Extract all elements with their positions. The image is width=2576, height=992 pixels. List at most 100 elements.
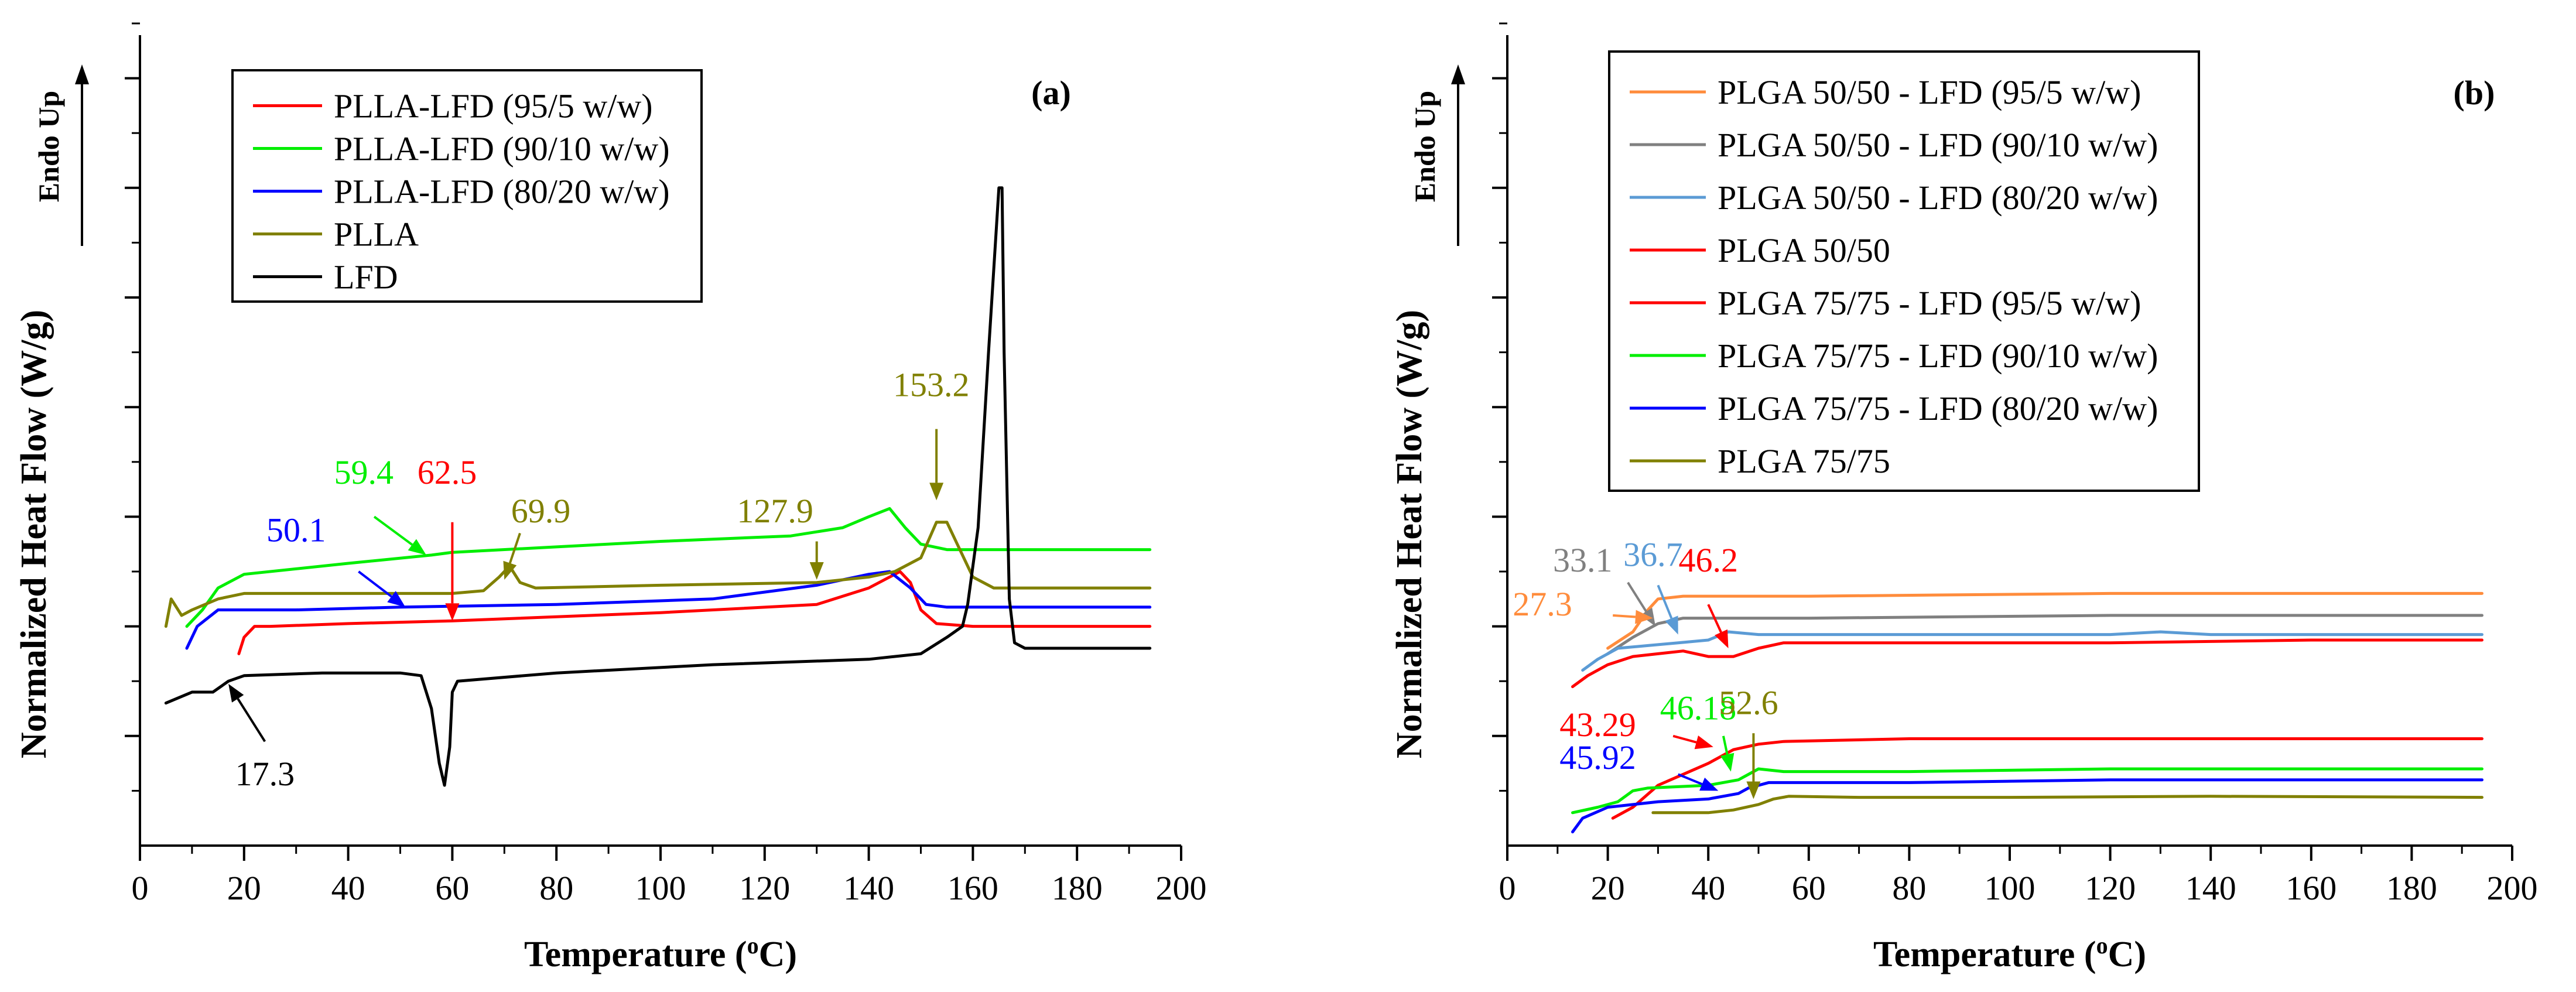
annotation-arrow [1672, 734, 1697, 744]
legend-box [1608, 50, 2200, 492]
x-tick-label: 120 [2085, 869, 2136, 907]
x-tick-label: 80 [1892, 869, 1926, 907]
x-axis-label-unit: C) [2108, 935, 2146, 974]
degree-symbol: o [2096, 932, 2108, 959]
legend-item: PLGA 50/50 [1718, 231, 1890, 269]
x-tick-label: 160 [2286, 869, 2336, 907]
endo-up-label: Endo Up [32, 91, 65, 202]
x-axis-label-text: Temperature ( [1873, 935, 2096, 974]
annotation-arrow [358, 570, 392, 598]
annotation-arrow-head [929, 483, 944, 501]
endo-up-label: Endo Up [1408, 91, 1441, 202]
series-line-4 [164, 521, 1152, 628]
series-line-4 [1571, 638, 2483, 689]
annotation-arrow-head [1694, 736, 1713, 750]
annotation-arrow [1657, 584, 1673, 619]
legend-item: PLGA 50/50 - LFD (80/20 w/w) [1718, 179, 2158, 217]
annotation-label: 46.2 [1678, 541, 1738, 579]
annotation-arrow-head [1699, 777, 1719, 791]
annotation-label: 59.4 [334, 453, 394, 491]
y-axis-label: Normalized Heat Flow (W/g) [1390, 310, 1429, 758]
y-axis-label: Normalized Heat Flow (W/g) [14, 310, 54, 758]
x-tick-label: 160 [947, 869, 998, 907]
annotation-label: 33.1 [1553, 541, 1613, 579]
annotation-label: 153.2 [893, 365, 970, 403]
x-tick-label: 140 [843, 869, 894, 907]
legend-item: PLGA 75/75 [1718, 442, 1890, 480]
series-line-5 [1611, 737, 2483, 820]
annotation-label: 36.7 [1623, 536, 1683, 574]
x-tick-label: 100 [635, 869, 686, 907]
annotation-arrow-head [1746, 781, 1761, 799]
series-line-8 [1651, 795, 2483, 815]
legend-item: PLLA [334, 215, 419, 254]
annotation-arrow-head [408, 539, 426, 555]
x-tick-label: 180 [2386, 869, 2437, 907]
annotation-arrow-head [503, 560, 517, 580]
x-tick-label: 60 [435, 869, 469, 907]
series-line-3 [1581, 630, 2483, 672]
series-line-7 [1571, 778, 2483, 834]
annotation-arrow [373, 515, 413, 546]
legend: PLLA-LFD (95/5 w/w) PLLA-LFD (90/10 w/w) P… [231, 69, 703, 303]
annotation-arrow [1627, 581, 1647, 613]
annotation-arrow [1707, 604, 1722, 633]
panel-title: (b) [2454, 74, 2495, 112]
legend-item: PLLA-LFD (95/5 w/w) [334, 87, 653, 125]
x-tick-label: 100 [1985, 869, 2036, 907]
annotation-arrow-head [1715, 629, 1729, 649]
x-tick-label: 40 [1691, 869, 1725, 907]
annotation-label: 46.18 [1660, 689, 1737, 727]
series-line-1 [1606, 591, 2483, 650]
series-line-1 [237, 570, 1152, 655]
x-tick-label: 20 [227, 869, 261, 907]
series-line-2 [185, 507, 1152, 628]
legend-item: PLGA 75/75 - LFD (95/5 w/w) [1718, 284, 2141, 322]
annotation-arrow-head [1720, 752, 1735, 772]
legend-item: PLLA-LFD (90/10 w/w) [334, 130, 670, 168]
x-tick-label: 60 [1792, 869, 1826, 907]
annotation-arrow-head [387, 591, 406, 607]
annotation-arrow-head [809, 562, 824, 580]
legend-item: PLGA 75/75 - LFD (90/10 w/w) [1718, 337, 2158, 375]
annotation-label: 45.92 [1559, 738, 1636, 777]
x-tick-label: 200 [2487, 869, 2538, 907]
degree-symbol: o [747, 932, 759, 959]
annotation-arrow [1722, 736, 1729, 755]
x-axis-label: Temperature (oC) [524, 932, 797, 974]
legend-item: PLGA 75/75 - LFD (80/20 w/w) [1718, 389, 2158, 427]
legend-item: LFD [334, 258, 398, 296]
panel-title: (a) [1031, 74, 1071, 112]
annotation-label: 43.29 [1559, 706, 1636, 744]
annotation-arrow-head [445, 603, 460, 621]
annotation-label: 17.3 [235, 755, 295, 793]
legend-item: PLGA 50/50 - LFD (95/5 w/w) [1718, 73, 2141, 111]
annotation-label: 127.9 [737, 492, 813, 530]
panel-b: 0 20 40 60 80 100 120 140 160 180 200 Temperature (… [1390, 22, 2538, 974]
annotation-label: 52.6 [1719, 683, 1778, 721]
x-axis-label-unit: C) [759, 935, 797, 974]
x-tick-label: 0 [132, 869, 149, 907]
annotation-arrow [1613, 614, 1636, 618]
x-tick-label: 0 [1499, 869, 1516, 907]
legend-item: PLGA 50/50 - LFD (90/10 w/w) [1718, 126, 2158, 164]
x-tick-label: 80 [539, 869, 573, 907]
annotation-arrow-head [1635, 610, 1653, 624]
legend-box [231, 69, 703, 303]
endo-up-arrow-head [75, 64, 89, 84]
panel-a: 0 20 40 60 80 100 120 140 160 180 200 Temperature (… [14, 22, 1207, 974]
x-tick-label: 40 [331, 869, 365, 907]
series-line-6 [1571, 767, 2483, 815]
x-axis-label: Temperature (oC) [1873, 932, 2146, 974]
annotation-arrow-head [228, 683, 244, 703]
legend: PLGA 50/50 - LFD (95/5 w/w) PLGA 50/50 - … [1608, 50, 2200, 492]
x-tick-label: 180 [1052, 869, 1103, 907]
annotation-arrow [237, 698, 266, 743]
legend-item: PLLA-LFD (80/20 w/w) [334, 173, 670, 211]
annotation-arrow [1677, 773, 1703, 785]
annotation-label: 69.9 [511, 492, 571, 530]
series-line-5 [164, 186, 1152, 787]
annotation-label: 27.3 [1513, 585, 1572, 623]
series-line-2 [1606, 614, 2483, 655]
